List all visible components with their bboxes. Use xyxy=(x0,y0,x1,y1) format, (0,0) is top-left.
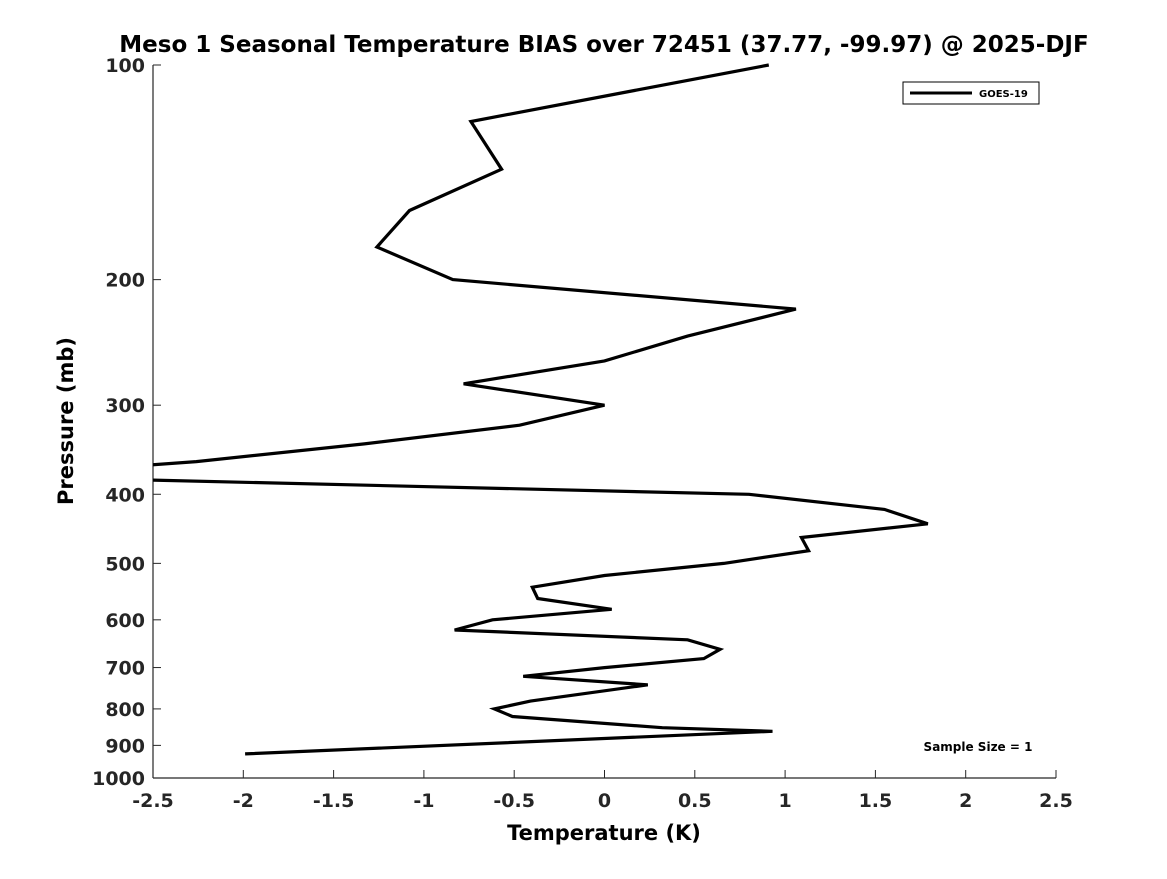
x-tick-label: -2.5 xyxy=(132,790,174,812)
x-tick-label: -2 xyxy=(233,790,254,812)
y-tick-label: 800 xyxy=(105,699,145,721)
y-tick-label: 500 xyxy=(105,553,145,575)
y-tick-label: 400 xyxy=(105,484,145,506)
y-tick-label: 300 xyxy=(105,395,145,417)
y-tick-label: 100 xyxy=(105,55,145,77)
x-tick-label: -1 xyxy=(413,790,434,812)
x-tick-label: 2 xyxy=(959,790,972,812)
sample-size-annotation: Sample Size = 1 xyxy=(924,740,1033,754)
x-tick-label: 1.5 xyxy=(859,790,893,812)
y-tick-label: 200 xyxy=(105,270,145,292)
x-tick-label: 2.5 xyxy=(1039,790,1073,812)
chart-title: Meso 1 Seasonal Temperature BIAS over 72… xyxy=(119,32,1088,58)
x-tick-label: -1.5 xyxy=(313,790,355,812)
x-tick-label: 1 xyxy=(778,790,791,812)
x-tick-label: 0 xyxy=(598,790,611,812)
series-line-goes-19 xyxy=(153,63,929,756)
x-tick-label: 0.5 xyxy=(678,790,712,812)
legend-label: GOES-19 xyxy=(979,89,1028,100)
x-tick-label: -0.5 xyxy=(493,790,535,812)
x-axis-label: Temperature (K) xyxy=(507,821,701,845)
y-tick-label: 1000 xyxy=(92,768,145,790)
y-tick-label: 600 xyxy=(105,610,145,632)
y-tick-label: 900 xyxy=(105,735,145,757)
legend: GOES-19 xyxy=(902,81,1040,105)
y-tick-label: 700 xyxy=(105,658,145,680)
y-axis-label: Pressure (mb) xyxy=(54,337,78,505)
